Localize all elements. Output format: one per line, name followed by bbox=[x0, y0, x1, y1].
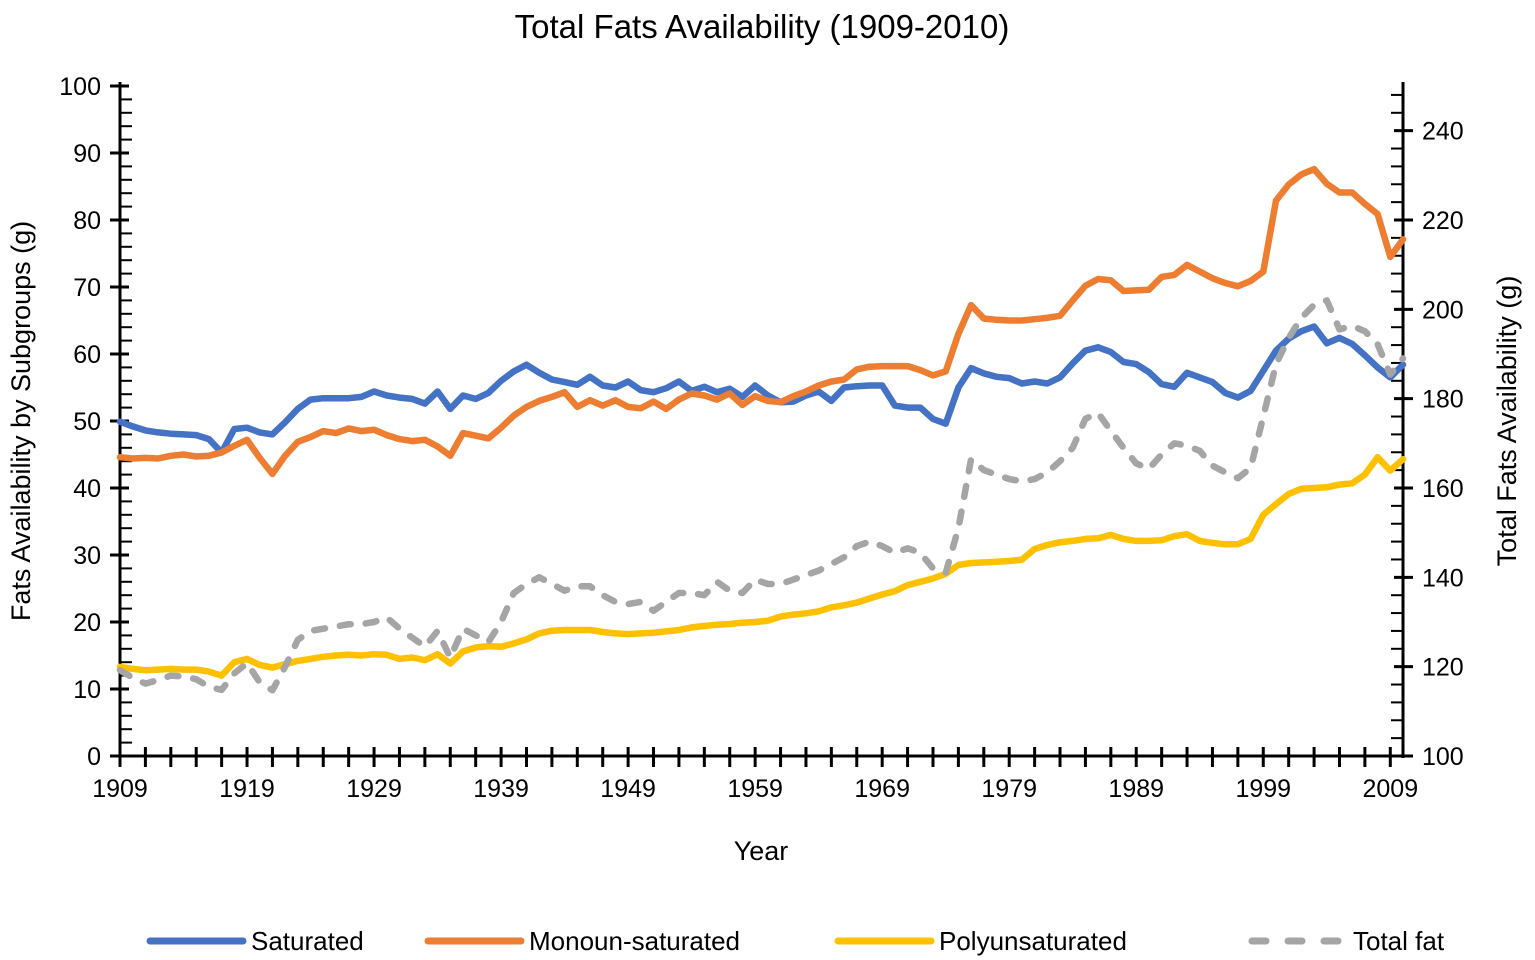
legend-label: Saturated bbox=[251, 926, 364, 956]
axes bbox=[110, 82, 1413, 767]
series-line-polyunsaturated bbox=[116, 453, 1407, 679]
y-left-tick-label: 0 bbox=[87, 743, 101, 771]
y-right-axis-title: Total Fats Availability (g) bbox=[1492, 276, 1522, 567]
y-right-tick-label: 140 bbox=[1422, 564, 1464, 592]
legend-item-monoun-saturated: Monoun-saturated bbox=[424, 926, 740, 956]
legend-item-saturated: Saturated bbox=[146, 926, 364, 956]
x-tick-label: 1989 bbox=[1108, 775, 1164, 803]
y-right-tick-label: 100 bbox=[1422, 743, 1464, 771]
x-tick-label: 1949 bbox=[600, 775, 656, 803]
x-tick-label: 2009 bbox=[1362, 775, 1418, 803]
x-tick-label: 1979 bbox=[981, 775, 1037, 803]
y-right-tick-label: 200 bbox=[1422, 296, 1464, 324]
y-left-tick-label: 10 bbox=[73, 676, 101, 704]
y-right-tick-label: 240 bbox=[1422, 118, 1464, 146]
legend-item-total-fat: Total fat bbox=[1248, 926, 1445, 956]
chart-title: Total Fats Availability (1909-2010) bbox=[515, 8, 1010, 45]
legend-item-polyunsaturated: Polyunsaturated bbox=[834, 926, 1127, 956]
legend-label: Polyunsaturated bbox=[939, 926, 1127, 956]
x-tick-label: 1969 bbox=[854, 775, 910, 803]
y-left-tick-label: 70 bbox=[73, 274, 101, 302]
y-right-tick-label: 160 bbox=[1422, 475, 1464, 503]
y-left-tick-label: 60 bbox=[73, 341, 101, 369]
x-tick-label: 1919 bbox=[219, 775, 275, 803]
y-left-tick-label: 50 bbox=[73, 408, 101, 436]
x-tick-label: 1929 bbox=[346, 775, 402, 803]
y-right-tick-label: 120 bbox=[1422, 654, 1464, 682]
series-line-total-fat bbox=[116, 297, 1407, 694]
series-line-saturated bbox=[116, 323, 1407, 456]
series-lines bbox=[116, 165, 1407, 694]
y-left-tick-label: 40 bbox=[73, 475, 101, 503]
series-line-monoun-saturated bbox=[116, 165, 1407, 478]
y-left-tick-label: 20 bbox=[73, 609, 101, 637]
y-left-tick-label: 30 bbox=[73, 542, 101, 570]
x-tick-label: 1999 bbox=[1235, 775, 1291, 803]
y-left-tick-label: 90 bbox=[73, 140, 101, 168]
y-left-tick-label: 80 bbox=[73, 207, 101, 235]
x-tick-label: 1959 bbox=[727, 775, 783, 803]
y-left-tick-label: 100 bbox=[59, 73, 101, 101]
y-right-tick-label: 220 bbox=[1422, 207, 1464, 235]
x-tick-label: 1909 bbox=[92, 775, 148, 803]
y-right-tick-label: 180 bbox=[1422, 386, 1464, 414]
y-left-axis-title: Fats Availability by Subgroups (g) bbox=[6, 221, 36, 621]
legend-label: Total fat bbox=[1353, 926, 1445, 956]
legend: Saturated Monoun-saturated Polyunsaturated… bbox=[146, 926, 1445, 956]
x-axis-title: Year bbox=[734, 836, 789, 866]
legend-label: Monoun-saturated bbox=[529, 926, 740, 956]
tick-labels: 1909 1919 1929 1939 1949 1959 1969 1979 1989 1999… bbox=[59, 73, 1463, 803]
x-tick-label: 1939 bbox=[473, 775, 529, 803]
